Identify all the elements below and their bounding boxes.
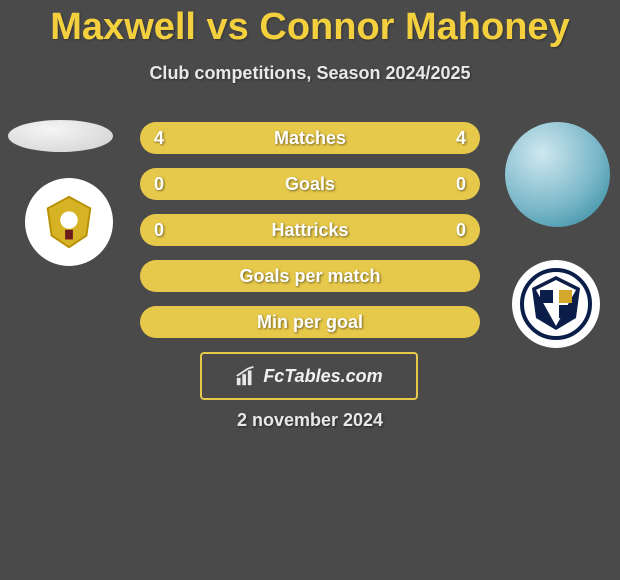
stats-table: 4 Matches 4 0 Goals 0 0 Hattricks 0 Goal… (140, 122, 480, 352)
stat-row-goals-per-match: Goals per match (140, 260, 480, 292)
stat-label: Matches (140, 128, 480, 149)
stat-row-hattricks: 0 Hattricks 0 (140, 214, 480, 246)
stat-row-goals: 0 Goals 0 (140, 168, 480, 200)
stat-label: Hattricks (140, 220, 480, 241)
subtitle: Club competitions, Season 2024/2025 (0, 63, 620, 84)
stat-row-min-per-goal: Min per goal (140, 306, 480, 338)
brand-watermark: FcTables.com (200, 352, 418, 400)
club-right-badge (512, 260, 600, 348)
chart-icon (235, 365, 257, 387)
player-right-avatar (505, 122, 610, 227)
page-title: Maxwell vs Connor Mahoney (0, 0, 620, 49)
date-text: 2 november 2024 (0, 410, 620, 431)
player-left-avatar (8, 120, 113, 152)
brand-text: FcTables.com (263, 366, 382, 387)
stat-row-matches: 4 Matches 4 (140, 122, 480, 154)
club-left-badge (25, 178, 113, 266)
stat-label: Goals (140, 174, 480, 195)
stat-label: Goals per match (140, 266, 480, 287)
stat-label: Min per goal (140, 312, 480, 333)
